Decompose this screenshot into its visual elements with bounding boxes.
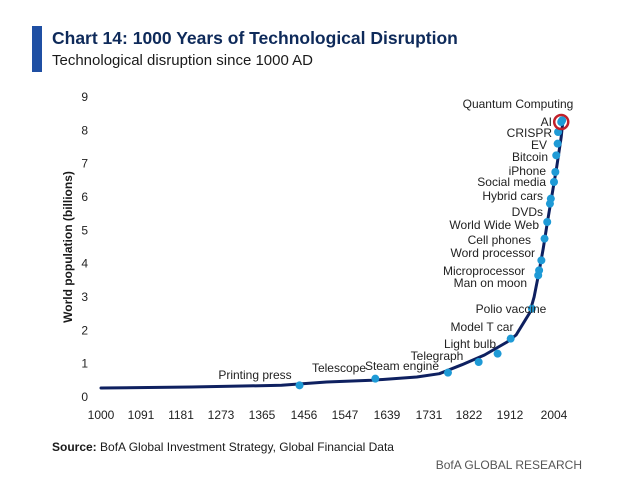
event-label: Model T car [451,320,514,334]
event-marker [552,151,561,160]
event-marker [553,139,562,148]
y-tick-label: 0 [81,390,88,404]
source-text: BofA Global Investment Strategy, Global … [100,440,394,454]
event-marker [371,374,380,383]
event-marker [443,368,452,377]
event-marker [546,194,555,203]
x-tick-label: 1365 [249,408,276,422]
event-label: Man on moon [454,276,527,290]
y-tick-label: 2 [81,323,88,337]
event-label: Bitcoin [512,150,548,164]
x-tick-label: 1000 [88,408,115,422]
x-tick-label: 1822 [456,408,483,422]
y-tick-label: 6 [81,190,88,204]
source-label: Source: [52,440,97,454]
event-label: CRISPR [507,126,553,140]
x-tick-label: 1091 [128,408,155,422]
x-tick-label: 1639 [374,408,401,422]
event-label: Light bulb [444,337,496,351]
event-label: Printing press [218,368,291,382]
y-axis-label: World population (billions) [61,171,75,323]
y-tick-label: 7 [81,157,88,171]
event-marker [506,334,515,343]
event-label: Cell phones [468,233,531,247]
event-label: Social media [477,175,546,189]
ai-highlight-ring [552,113,570,131]
event-marker [558,116,567,125]
y-tick-label: 4 [81,257,88,271]
chart-axes: 0 1 2 3 4 5 6 7 8 9 1000 1091 1181 1273 1365 1456 1547 16… [61,90,568,422]
event-label: EV [531,138,547,152]
event-label: Steam engine [365,359,439,373]
x-tick-label: 1273 [208,408,235,422]
event-marker [551,168,560,176]
y-tick-label: 9 [81,90,88,104]
title-accent-bar [32,26,42,72]
event-label: AI [541,115,552,129]
chart-subtitle: Technological disruption since 1000 AD [52,52,313,69]
event-label: iPhone [509,164,547,178]
event-label: Word processor [451,246,535,260]
y-tick-label: 5 [81,223,88,237]
event-label: Quantum Computing [463,97,574,111]
event-label: Telegraph [411,349,464,363]
y-tick-label: 1 [81,357,88,371]
event-marker [493,349,502,358]
event-label: DVDs [512,205,543,219]
x-tick-label: 1181 [168,408,194,422]
y-tick-label: 8 [81,123,88,137]
x-tick-label: 1731 [416,408,443,422]
event-label: Microprocessor [443,264,525,278]
event-marker [537,256,546,265]
event-label: Polio vaccine [476,302,547,316]
event-marker [535,266,544,275]
event-label: World Wide Web [449,218,539,232]
event-marker [543,218,552,226]
y-tick-label: 3 [81,290,88,304]
x-tick-label: 2004 [541,408,568,422]
x-tick-label: 1547 [332,408,359,422]
event-marker [540,234,549,243]
x-tick-label: 1912 [497,408,524,422]
event-label: Hybrid cars [482,189,543,203]
event-marker [474,358,483,366]
event-marker [550,178,558,186]
source-note: Source: BofA Global Investment Strategy,… [52,440,394,454]
event-marker [527,304,536,313]
event-label: Telescope [312,361,366,375]
brand-footer: BofA GLOBAL RESEARCH [435,458,582,472]
chart-title: Chart 14: 1000 Years of Technological Di… [52,28,458,48]
x-tick-label: 1456 [291,408,318,422]
event-marker [295,381,304,390]
